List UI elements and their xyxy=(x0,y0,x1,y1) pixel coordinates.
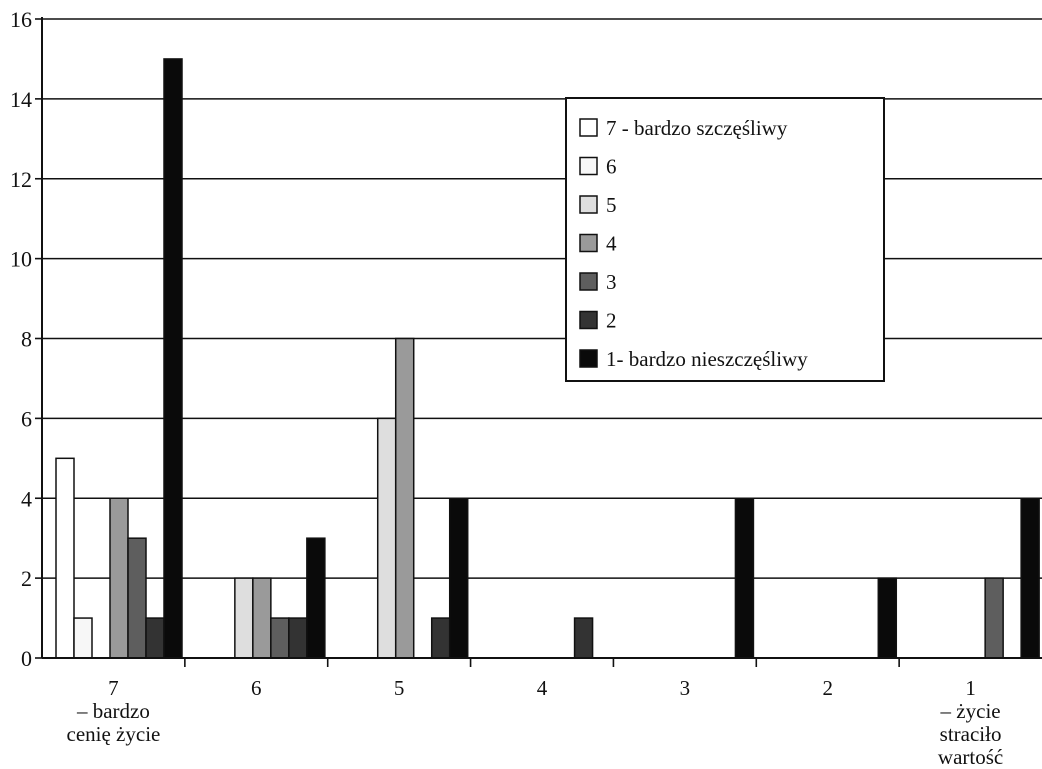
bar xyxy=(73,617,93,659)
x-tick-label: 2 xyxy=(822,676,833,700)
bar xyxy=(734,497,755,659)
bar xyxy=(573,617,594,659)
legend-label: 7 - bardzo szczęśliwy xyxy=(606,116,788,140)
x-tick-label: 7 xyxy=(108,676,119,700)
x-tick-label: – życie xyxy=(940,699,1001,723)
x-tick-label: – bardzo xyxy=(76,699,150,723)
bar xyxy=(127,537,147,659)
bar xyxy=(430,617,451,659)
y-tick-label: 2 xyxy=(21,566,32,591)
x-tick-label: wartość xyxy=(938,745,1003,769)
legend-swatch xyxy=(579,233,598,253)
bar xyxy=(145,617,165,659)
y-tick-label: 10 xyxy=(10,247,32,272)
legend-swatch xyxy=(579,156,598,176)
legend-swatch xyxy=(579,195,598,214)
x-tick-label: 1 xyxy=(965,676,976,700)
bars xyxy=(55,58,1040,659)
x-tick-label: 4 xyxy=(537,676,548,700)
y-tick-label: 8 xyxy=(21,327,32,352)
bar xyxy=(288,617,308,659)
y-tick-label: 6 xyxy=(21,406,32,431)
bar xyxy=(163,58,183,659)
legend-swatch xyxy=(579,349,598,368)
bar xyxy=(984,577,1004,659)
y-tick-label: 4 xyxy=(21,486,32,511)
y-tick-label: 16 xyxy=(10,7,32,32)
bar xyxy=(55,457,75,659)
bar xyxy=(448,497,469,659)
bar xyxy=(109,497,129,659)
legend-label: 6 xyxy=(606,155,617,179)
x-tick-label: 5 xyxy=(394,676,405,700)
bar xyxy=(877,577,898,659)
x-tick-label: straciło xyxy=(940,722,1002,746)
bar xyxy=(306,537,326,659)
bar xyxy=(270,617,290,659)
legend-swatch xyxy=(579,310,598,330)
bar xyxy=(252,577,272,659)
legend-label: 2 xyxy=(606,309,617,333)
bar xyxy=(376,417,397,659)
bar xyxy=(234,577,254,659)
legend-label: 3 xyxy=(606,270,617,294)
x-tick-label: 3 xyxy=(680,676,691,700)
y-tick-label: 12 xyxy=(10,167,32,192)
legend-label: 5 xyxy=(606,193,617,217)
gridlines xyxy=(42,18,1042,579)
legend: 7 - bardzo szczęśliwy 6 5 4 3 2 1- bardzo nies… xyxy=(565,97,885,382)
x-tick-label: 6 xyxy=(251,676,262,700)
legend-swatch xyxy=(579,272,598,291)
y-tick-label: 14 xyxy=(10,87,32,112)
legend-label: 1- bardzo nieszczęśliwy xyxy=(606,347,808,371)
legend-box xyxy=(565,97,885,382)
x-tick-label: cenię życie xyxy=(67,722,161,746)
bar xyxy=(1020,497,1040,659)
legend-label: 4 xyxy=(606,232,617,256)
y-tick-label: 0 xyxy=(21,646,32,671)
bar xyxy=(394,337,415,659)
legend-swatch xyxy=(579,118,598,137)
